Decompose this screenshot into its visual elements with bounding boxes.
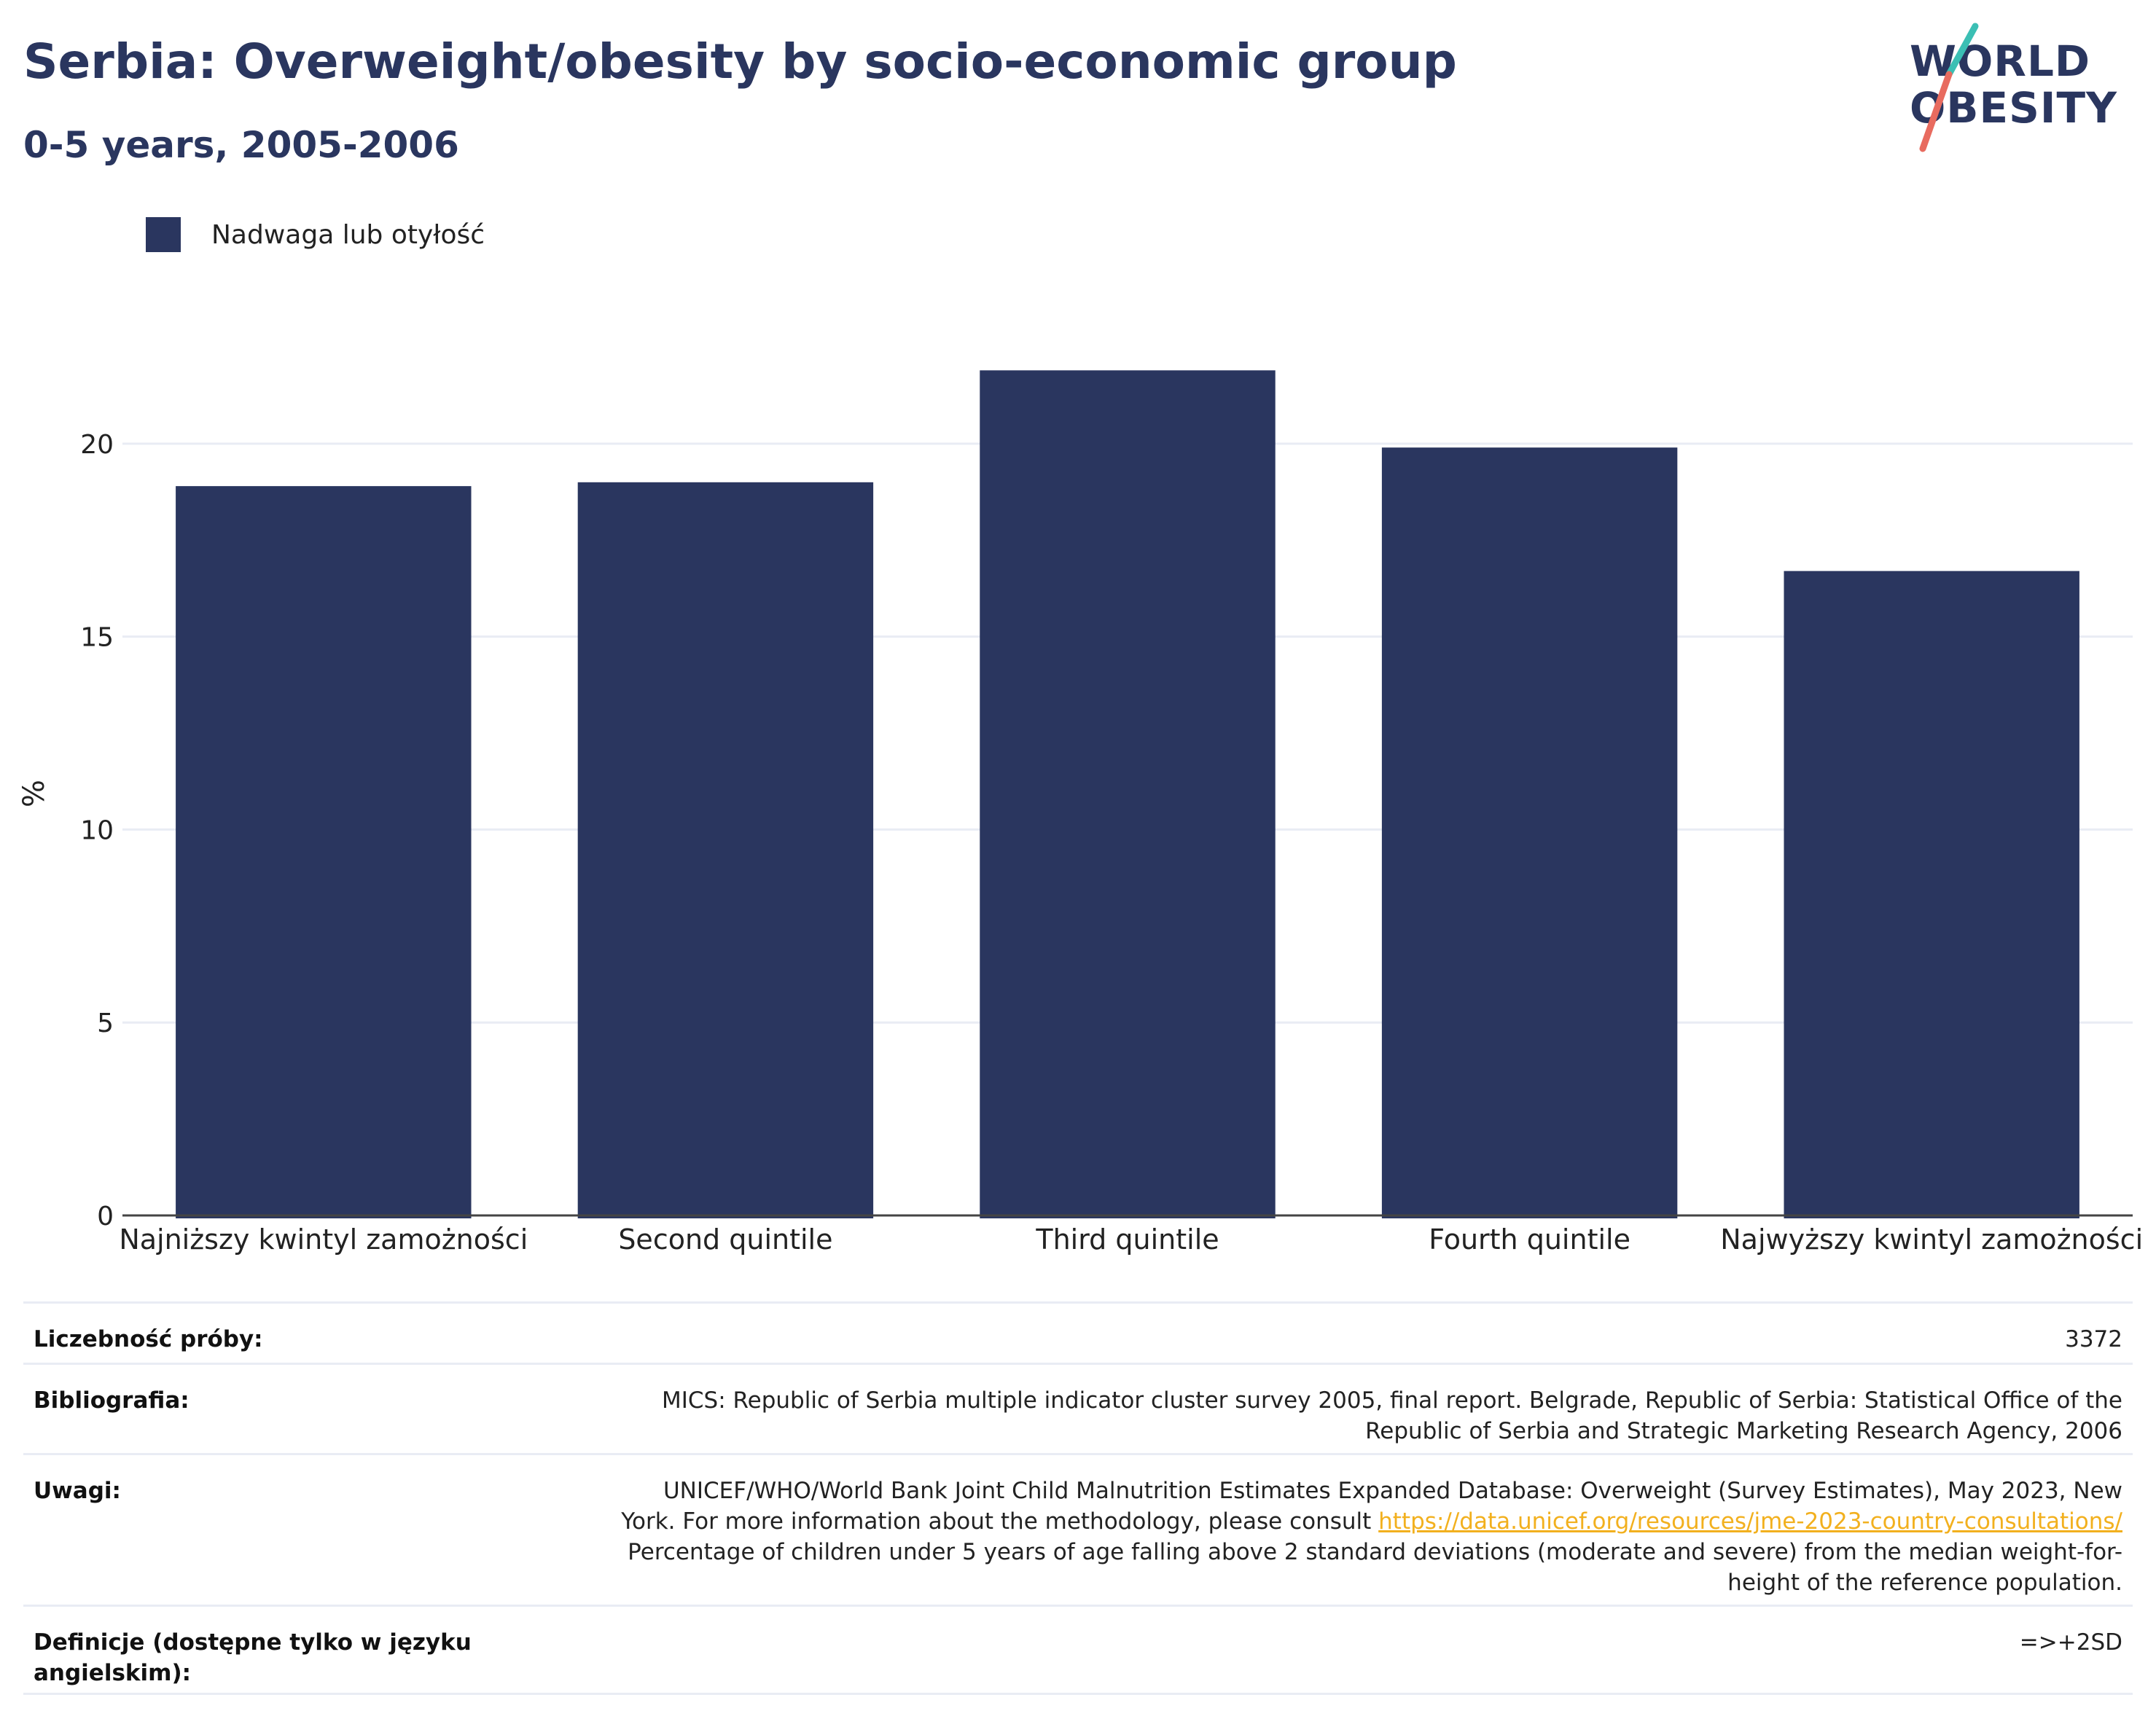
- y-tick-label: 20: [80, 430, 114, 460]
- legend-swatch: [146, 217, 181, 252]
- definitions-label: Definicje (dostępne tylko w języku angie…: [34, 1629, 472, 1686]
- x-tick-label: Najniższy kwintyl zamożności: [119, 1223, 528, 1256]
- y-tick-label: 15: [80, 623, 114, 653]
- world-obesity-logo: WORLD OBESITY: [1895, 19, 2143, 157]
- logo-word-world: WORLD: [1910, 36, 2091, 86]
- x-tick-label: Najwyższy kwintyl zamożności: [1720, 1223, 2143, 1256]
- meta-row-definitions: Definicje (dostępne tylko w języku angie…: [23, 1605, 2133, 1695]
- bibliography-label: Bibliografia:: [34, 1387, 190, 1414]
- bar[interactable]: [577, 482, 874, 1218]
- logo-slash-icon: [1919, 23, 1979, 152]
- metadata-table: Liczebność próby: 3372 Bibliografia: MIC…: [23, 1301, 2133, 1695]
- notes-link[interactable]: https://data.unicef.org/resources/jme-20…: [1378, 1508, 2122, 1535]
- bar[interactable]: [1381, 447, 1678, 1218]
- sample-size-value: 3372: [2065, 1326, 2122, 1352]
- notes-label: Uwagi:: [34, 1478, 121, 1504]
- y-axis-label: %: [17, 780, 51, 807]
- bars: [176, 370, 2079, 1218]
- bar[interactable]: [1784, 571, 2079, 1218]
- meta-row-sample: Liczebność próby: 3372: [23, 1301, 2133, 1363]
- chart-title: Serbia: Overweight/obesity by socio-econ…: [23, 34, 1457, 90]
- y-tick-labels: 0 5 10 15 20: [80, 430, 114, 1231]
- x-tick-label: Fourth quintile: [1429, 1223, 1630, 1256]
- legend-label: Nadwaga lub otyłość: [211, 220, 485, 250]
- meta-row-notes: Uwagi: UNICEF/WHO/World Bank Joint Child…: [23, 1453, 2133, 1605]
- bar[interactable]: [980, 370, 1276, 1218]
- y-tick-label: 10: [80, 815, 114, 845]
- notes-text-1: UNICEF/WHO/World Bank Joint Child Malnut…: [621, 1478, 2122, 1535]
- bar-chart: 0 5 10 15 20 Najniższy kwintyl zamożności Sec…: [17, 370, 2143, 1256]
- bibliography-value: MICS: Republic of Serbia multiple indica…: [661, 1387, 2122, 1444]
- meta-row-bibliography: Bibliografia: MICS: Republic of Serbia m…: [23, 1363, 2133, 1453]
- x-tick-label: Second quintile: [618, 1223, 832, 1256]
- chart-subtitle: 0-5 years, 2005-2006: [23, 124, 459, 166]
- definitions-value: =>+2SD: [2019, 1629, 2122, 1656]
- x-tick-label: Third quintile: [1035, 1223, 1219, 1256]
- notes-value: UNICEF/WHO/World Bank Joint Child Malnut…: [621, 1476, 2122, 1598]
- notes-text-2: Percentage of children under 5 years of …: [628, 1539, 2122, 1596]
- sample-size-label: Liczebność próby:: [34, 1326, 263, 1352]
- y-tick-label: 5: [97, 1009, 114, 1038]
- y-tick-label: 0: [97, 1202, 114, 1231]
- x-tick-labels: Najniższy kwintyl zamożności Second quint…: [119, 1223, 2143, 1256]
- bar[interactable]: [176, 486, 472, 1218]
